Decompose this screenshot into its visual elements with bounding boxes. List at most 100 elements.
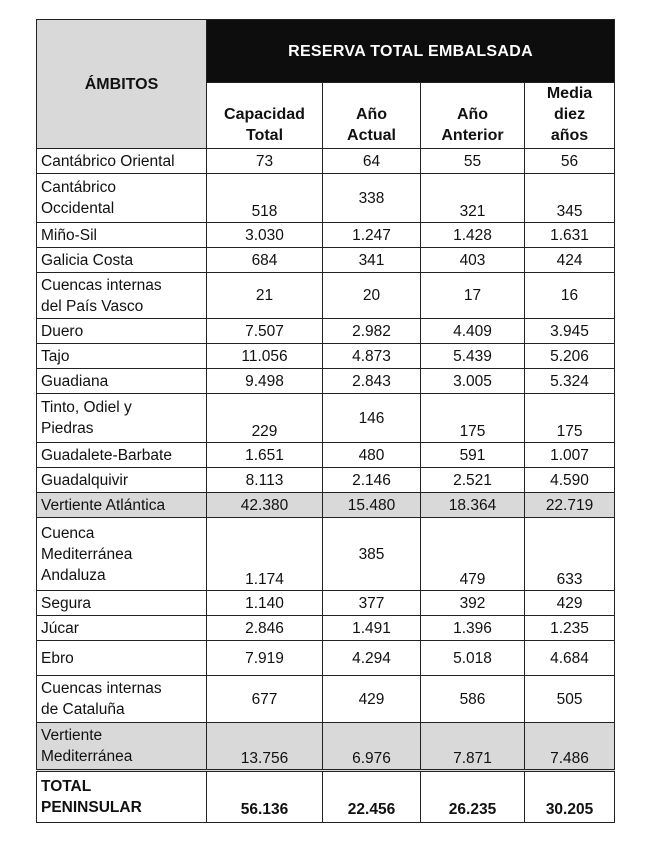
- row-name-line: Cuenca: [41, 524, 95, 542]
- cell-ano-anterior: 17: [420, 272, 525, 319]
- cell-ano-actual: 6.976: [322, 722, 421, 771]
- table-body: Cantábrico Oriental 73 64 55 56 Cantábrico Occ…: [36, 148, 616, 823]
- column-header-capacidad-total: Capacidad Total: [206, 82, 323, 149]
- row-name: Guadiana: [36, 368, 207, 394]
- row-name-line: Mediterránea: [41, 545, 133, 563]
- cell-ano-actual: 146: [322, 393, 421, 443]
- cell-capacidad-total: 518: [206, 173, 323, 223]
- row-name: Guadalete-Barbate: [36, 442, 207, 468]
- row-name-line: Duero: [41, 322, 84, 340]
- table-row: Ebro 7.919 4.294 5.018 4.684: [36, 640, 616, 676]
- row-name-line: TOTAL: [41, 778, 92, 795]
- row-name: Galicia Costa: [36, 247, 207, 273]
- cell-capacidad-total: 2.846: [206, 615, 323, 641]
- row-name: Tajo: [36, 343, 207, 369]
- row-name-line: Tinto, Odiel y: [41, 399, 132, 416]
- row-name-line: Piedras: [41, 420, 94, 437]
- column-header-line: Año: [456, 106, 489, 123]
- row-name-line: Tajo: [41, 347, 70, 365]
- table-row: Cantábrico Oriental 73 64 55 56: [36, 148, 616, 174]
- cell-media-diez-anos: 1.235: [523, 615, 616, 641]
- table-row: Guadiana 9.498 2.843 3.005 5.324: [36, 368, 616, 394]
- row-name: Vertiente Atlántica: [36, 492, 207, 518]
- cell-ano-actual: 1.491: [322, 615, 421, 641]
- cell-ano-anterior: 3.005: [420, 368, 525, 394]
- cell-media-diez-anos: 56: [523, 148, 616, 174]
- cell-ano-anterior: 479: [420, 517, 525, 591]
- cell-capacidad-total: 3.030: [206, 222, 323, 248]
- cell-capacidad-total: 13.756: [206, 722, 323, 771]
- table-row: Miño-Sil 3.030 1.247 1.428 1.631: [36, 222, 616, 248]
- column-header-line: Media: [546, 85, 593, 102]
- cell-ano-actual: 338: [322, 173, 421, 223]
- cell-capacidad-total: 1.174: [206, 517, 323, 591]
- row-name: Cuenca Mediterránea Andaluza: [36, 517, 207, 591]
- cell-ano-anterior: 18.364: [420, 492, 525, 518]
- row-name: Segura: [36, 590, 207, 616]
- row-name-line: Júcar: [41, 619, 79, 637]
- row-name: Vertiente Mediterránea: [36, 722, 207, 771]
- cell-media-diez-anos: 22.719: [523, 492, 616, 518]
- row-name-line: de Cataluña: [41, 701, 125, 718]
- row-name: Cuencas internas de Cataluña: [36, 675, 207, 723]
- cell-media-diez-anos: 1.007: [523, 442, 616, 468]
- column-header-media-diez-anos: Media diez años: [523, 82, 616, 149]
- row-name: Cantábrico Oriental: [36, 148, 207, 174]
- row-name-line: del País Vasco: [41, 297, 144, 315]
- column-header-ano-anterior: Año Anterior: [420, 82, 525, 149]
- table-row: Tinto, Odiel y Piedras 229 146 175 175: [36, 393, 616, 443]
- table-row: Vertiente Atlántica 42.380 15.480 18.364 22.…: [36, 492, 616, 518]
- row-name-line: Occidental: [41, 200, 115, 217]
- row-name: Tinto, Odiel y Piedras: [36, 393, 207, 443]
- cell-ano-actual: 429: [322, 675, 421, 723]
- cell-ano-anterior: 1.396: [420, 615, 525, 641]
- cell-capacidad-total: 8.113: [206, 467, 323, 493]
- cell-ano-anterior: 392: [420, 590, 525, 616]
- row-name-line: Cuencas internas: [41, 680, 162, 697]
- row-name-line: Cantábrico: [41, 179, 116, 196]
- cell-media-diez-anos: 505: [523, 675, 616, 723]
- row-name: Miño-Sil: [36, 222, 207, 248]
- column-header-line: diez: [553, 106, 586, 123]
- cell-ano-actual: 480: [322, 442, 421, 468]
- cell-media-diez-anos: 30.205: [523, 769, 616, 823]
- cell-media-diez-anos: 4.684: [523, 640, 616, 676]
- column-header-row: Capacidad Total Año Actual Año Anterior Media d…: [37, 82, 616, 149]
- row-name-line: Vertiente: [41, 727, 103, 744]
- cell-capacidad-total: 1.140: [206, 590, 323, 616]
- cell-ano-anterior: 7.871: [420, 722, 525, 771]
- table-row: Guadalquivir 8.113 2.146 2.521 4.590: [36, 467, 616, 493]
- cell-ano-anterior: 403: [420, 247, 525, 273]
- row-name-line: Guadalquivir: [41, 471, 129, 489]
- cell-ano-actual: 341: [322, 247, 421, 273]
- cell-media-diez-anos: 633: [523, 517, 616, 591]
- row-name: Duero: [36, 318, 207, 344]
- row-name-line: Segura: [41, 594, 91, 612]
- row-name: Guadalquivir: [36, 467, 207, 493]
- row-name-line: Mediterránea: [41, 748, 133, 765]
- cell-media-diez-anos: 175: [523, 393, 616, 443]
- row-name-line: Cuencas internas: [41, 276, 162, 294]
- column-header-line: Total: [245, 127, 284, 144]
- header-ambitos: ÁMBITOS: [36, 19, 207, 149]
- row-name-line: Vertiente Atlántica: [41, 496, 166, 514]
- row-name-line: Galicia Costa: [41, 251, 134, 269]
- cell-ano-actual: 4.873: [322, 343, 421, 369]
- cell-capacidad-total: 21: [206, 272, 323, 319]
- cell-capacidad-total: 229: [206, 393, 323, 443]
- row-name: TOTAL PENINSULAR: [36, 769, 207, 823]
- column-header-line: años: [550, 127, 589, 144]
- column-header-ano-actual: Año Actual: [322, 82, 421, 149]
- cell-media-diez-anos: 1.631: [523, 222, 616, 248]
- cell-media-diez-anos: 5.206: [523, 343, 616, 369]
- cell-media-diez-anos: 424: [523, 247, 616, 273]
- cell-ano-actual: 22.456: [322, 769, 421, 823]
- cell-ano-actual: 2.982: [322, 318, 421, 344]
- cell-media-diez-anos: 5.324: [523, 368, 616, 394]
- cell-media-diez-anos: 345: [523, 173, 616, 223]
- cell-ano-anterior: 5.018: [420, 640, 525, 676]
- cell-ano-actual: 377: [322, 590, 421, 616]
- column-header-line: Capacidad: [224, 106, 305, 123]
- column-header-line: Actual: [347, 127, 396, 144]
- cell-ano-actual: 20: [322, 272, 421, 319]
